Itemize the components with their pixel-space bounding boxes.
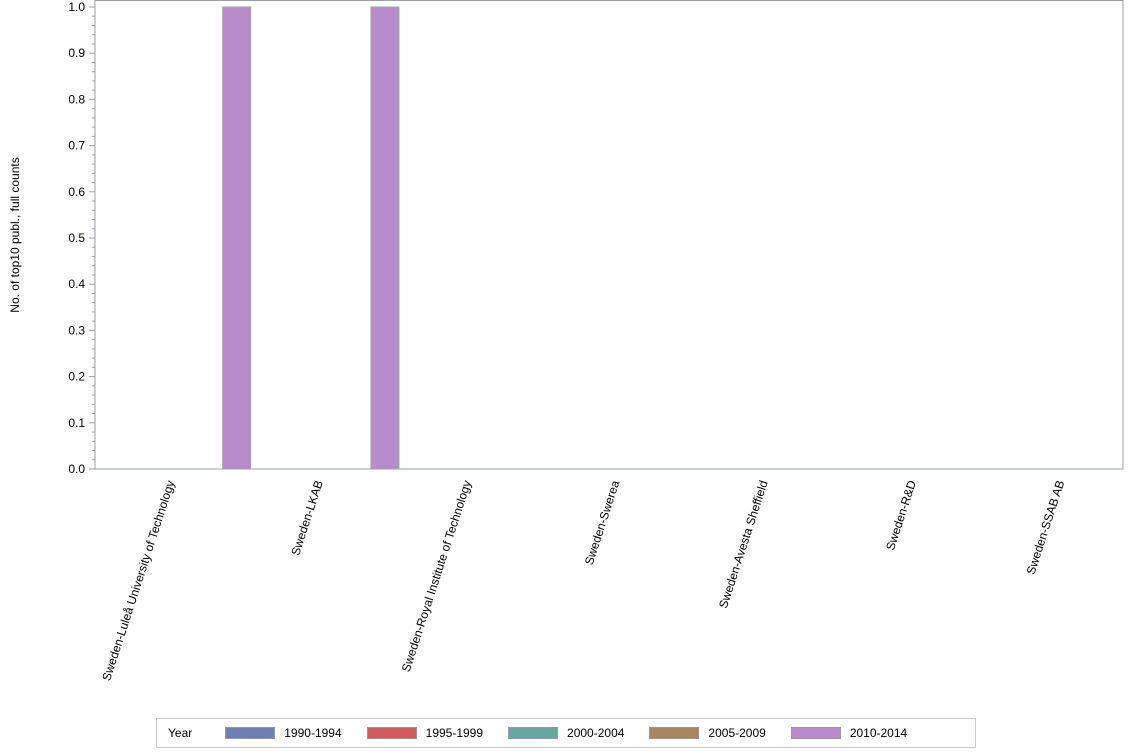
x-category-label: Sweden-SSAB AB xyxy=(1024,479,1068,577)
x-category-label: Sweden-R&D xyxy=(883,478,919,552)
x-category-label: Sweden-LKAB xyxy=(288,479,325,558)
y-tick-label: 0.3 xyxy=(68,323,85,337)
legend-label: 2005-2009 xyxy=(708,726,766,740)
legend-item: 2005-2009 xyxy=(649,726,766,740)
legend-item: 2010-2014 xyxy=(790,726,908,740)
x-category-label: Sweden-Royal Institute of Technology xyxy=(399,479,474,674)
bar xyxy=(370,6,400,470)
y-axis-title: No. of top10 publ., full counts xyxy=(8,157,22,312)
legend-title: Year xyxy=(168,726,193,740)
x-category-label: Sweden-Avesta Sheffield xyxy=(716,479,771,610)
bar-chart: 0.0 0.1 0.2 0.3 0.4 0.5 0.6 0.7 0.8 0.9 1.0 Sweden… xyxy=(8,0,1124,683)
legend-item: 2000-2004 xyxy=(508,726,624,740)
bar xyxy=(222,6,252,470)
y-tick-label: 1.0 xyxy=(68,0,85,14)
y-axis: 0.0 0.1 0.2 0.3 0.4 0.5 0.6 0.7 0.8 0.9 1.0 xyxy=(68,0,95,476)
legend-swatch xyxy=(649,727,700,739)
legend-swatch xyxy=(366,727,417,739)
plot-frame xyxy=(94,0,1124,470)
y-tick-label: 0.8 xyxy=(68,92,85,106)
y-tick-label: 0.9 xyxy=(68,46,85,60)
x-category-label: Sweden-Luleå University of Technology xyxy=(99,479,177,683)
legend-item: 1990-1994 xyxy=(225,726,342,740)
legend-swatch xyxy=(225,727,276,739)
legend: Year 1990-1994 1995-1999 2000-2004 2005-… xyxy=(156,718,976,748)
y-tick-label: 0.6 xyxy=(68,185,85,199)
y-tick-label: 0.5 xyxy=(68,231,85,245)
bars xyxy=(222,6,400,470)
legend-label: 1990-1994 xyxy=(284,726,342,740)
x-axis-labels: Sweden-Luleå University of Technology Swe… xyxy=(99,478,1067,682)
x-category-label: Sweden-Swerea xyxy=(582,478,623,566)
legend-swatch xyxy=(790,727,841,739)
y-tick-label: 0.2 xyxy=(68,370,85,384)
legend-label: 2010-2014 xyxy=(849,726,908,740)
y-tick-label: 0.0 xyxy=(68,462,85,476)
legend-item: 1995-1999 xyxy=(366,726,484,740)
y-tick-label: 0.1 xyxy=(68,416,85,430)
legend-swatch xyxy=(508,727,559,739)
y-tick-label: 0.4 xyxy=(68,277,85,291)
legend-label: 2000-2004 xyxy=(567,726,625,740)
y-tick-label: 0.7 xyxy=(68,139,85,153)
legend-label: 1995-1999 xyxy=(425,726,484,740)
